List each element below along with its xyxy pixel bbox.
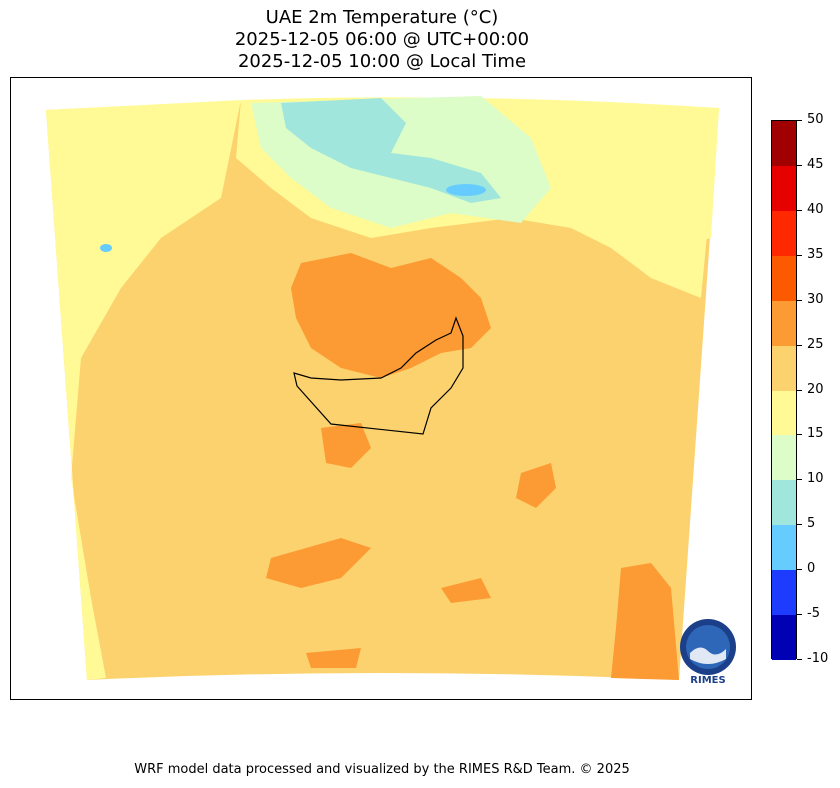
band-25-30-patch [266, 538, 371, 588]
colorbar-segment [772, 390, 796, 436]
colorbar [771, 120, 797, 661]
colorbar-segment [772, 121, 796, 167]
colorbar-tick [797, 479, 802, 480]
colorbar-segment [772, 615, 796, 661]
colorbar-tick [797, 569, 802, 570]
rimes-logo: RIMES [678, 617, 738, 689]
colorbar-tick [797, 255, 802, 256]
temperature-map [46, 96, 719, 681]
colorbar-segment [772, 300, 796, 347]
map-panel [10, 77, 752, 700]
colorbar-tick-label: 30 [807, 292, 824, 307]
colorbar-segment [772, 210, 796, 257]
colorbar-tick-label: -5 [807, 606, 820, 621]
colorbar-tick-label: 0 [807, 561, 816, 576]
uae-border [293, 316, 464, 435]
colorbar-tick [797, 659, 802, 660]
colorbar-segment [772, 435, 796, 481]
band-25-30-southeast [611, 563, 679, 680]
band-25-30-patch [441, 578, 491, 603]
colorbar-tick-label: 5 [807, 516, 816, 531]
band-5-10 [281, 98, 501, 203]
band-25-30-patch [321, 423, 371, 468]
footer-credit: WRF model data processed and visualized … [134, 762, 630, 777]
colorbar-tick [797, 345, 802, 346]
band-25-30-patch [516, 463, 556, 508]
band-15-20-west [46, 100, 241, 680]
colorbar-segment [772, 525, 796, 571]
colorbar-tick [797, 434, 802, 435]
colorbar-tick [797, 614, 802, 615]
colorbar-tick-label: 45 [807, 157, 824, 172]
logo-text: RIMES [690, 675, 726, 686]
band-0-5-patch [100, 244, 112, 252]
map-title: UAE 2m Temperature (°C) [265, 7, 499, 28]
colorbar-tick-label: 40 [807, 202, 824, 217]
colorbar-tick-label: 50 [807, 112, 824, 127]
band-25-30-patch [306, 648, 361, 668]
colorbar-tick-label: 15 [807, 426, 824, 441]
colorbar-tick-label: 10 [807, 471, 824, 486]
colorbar-segment [772, 165, 796, 212]
colorbar-segment [772, 570, 796, 616]
colorbar-tick-label: 25 [807, 337, 824, 352]
colorbar-tick [797, 120, 802, 121]
utc-time-label: 2025-12-05 06:00 @ UTC+00:00 [234, 29, 530, 50]
band-25-30-gulf [291, 253, 491, 378]
band-0-5-patch [446, 184, 486, 196]
band-15-20-east [611, 108, 719, 298]
colorbar-tick-label: 20 [807, 382, 824, 397]
colorbar-tick [797, 524, 802, 525]
local-time-label: 2025-12-05 10:00 @ Local Time [237, 51, 527, 72]
colorbar-segment [772, 255, 796, 302]
colorbar-segment [772, 480, 796, 526]
colorbar-tick [797, 210, 802, 211]
colorbar-tick [797, 300, 802, 301]
colorbar-tick [797, 390, 802, 391]
model-domain [46, 100, 719, 681]
colorbar-tick-label: 35 [807, 247, 824, 262]
colorbar-segment [772, 345, 796, 391]
colorbar-tick-label: -10 [807, 651, 829, 666]
colorbar-tick [797, 165, 802, 166]
globe-icon [680, 619, 736, 675]
